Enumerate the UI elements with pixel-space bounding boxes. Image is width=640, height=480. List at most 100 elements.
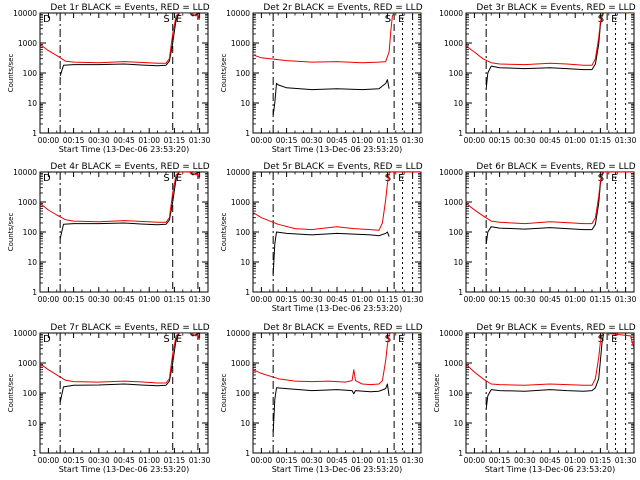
y-tick-label: 10000 <box>226 329 250 338</box>
x-axis-label: Start Time (13-Dec-06 23:53:20) <box>272 145 403 154</box>
chart-title: Det 1r BLACK = Events, RED = LLD <box>50 3 209 13</box>
y-tick-label: 1 <box>245 288 250 297</box>
y-tick-label: 1 <box>458 129 463 138</box>
chart-title: Det 6r BLACK = Events, RED = LLD <box>476 162 635 172</box>
x-tick-label: 01:00 <box>138 136 160 145</box>
plot-frame <box>252 12 422 134</box>
plot-frame <box>465 332 635 454</box>
y-tick-label: 10 <box>240 419 250 428</box>
y-tick-label: 1000 <box>18 359 37 368</box>
x-tick-label: 01:00 <box>351 295 373 304</box>
y-tick-label: 10 <box>240 258 250 267</box>
x-tick-label: 01:30 <box>402 295 424 304</box>
y-tick-label: 10000 <box>439 9 463 18</box>
y-axis-label: Counts/sec <box>220 374 228 413</box>
plot-frame <box>39 332 209 454</box>
y-tick-label: 1 <box>458 288 463 297</box>
x-tick-label: 01:15 <box>590 456 612 465</box>
y-tick-label: 1000 <box>231 359 250 368</box>
x-tick-label: 01:15 <box>590 295 612 304</box>
flag-label: S <box>163 173 169 184</box>
x-tick-label: 00:00 <box>251 136 273 145</box>
x-tick-label: 01:30 <box>615 456 637 465</box>
x-tick-label: 01:30 <box>189 295 211 304</box>
y-tick-label: 1 <box>245 449 250 458</box>
y-tick-label: 1000 <box>444 359 463 368</box>
plot-frame <box>39 171 209 293</box>
x-tick-label: 00:30 <box>301 295 323 304</box>
series-lld-line <box>466 333 634 386</box>
x-tick-label: 01:00 <box>138 456 160 465</box>
series-lld-line <box>253 333 421 386</box>
y-tick-label: 100 <box>449 228 464 237</box>
y-tick-label: 1 <box>32 288 37 297</box>
y-axis-label: Counts/sec <box>7 54 15 93</box>
x-tick-label: 01:15 <box>164 456 186 465</box>
x-tick-label: 01:15 <box>377 136 399 145</box>
panel-4: Det 4r BLACK = Events, RED = LLD 1 10 100 10… <box>7 162 211 304</box>
x-tick-label: 01:15 <box>377 295 399 304</box>
x-tick-label: 00:00 <box>464 295 486 304</box>
flag-label: D <box>43 334 51 345</box>
x-tick-label: 01:15 <box>164 295 186 304</box>
y-tick-label: 1000 <box>444 39 463 48</box>
y-tick-label: 1000 <box>231 198 250 207</box>
x-axis-label: Start Time (13-Dec-06 23:53:20) <box>485 465 616 474</box>
flag-label: E <box>611 173 617 184</box>
y-tick-label: 10 <box>27 419 37 428</box>
panel-7: Det 7r BLACK = Events, RED = LLD 1 10 100 10… <box>7 323 211 474</box>
x-tick-label: 00:15 <box>276 295 298 304</box>
y-tick-label: 100 <box>449 69 464 78</box>
x-tick-label: 01:15 <box>590 136 612 145</box>
series-lld-line <box>40 13 201 64</box>
panel-9: Det 9r BLACK = Events, RED = LLD 1 10 100 10… <box>433 323 637 474</box>
series-lld-line <box>253 13 421 64</box>
y-tick-label: 10000 <box>13 9 37 18</box>
x-tick-label: 00:00 <box>464 136 486 145</box>
x-tick-label: 00:15 <box>63 136 85 145</box>
x-tick-label: 01:00 <box>351 136 373 145</box>
x-tick-label: 01:30 <box>615 136 637 145</box>
x-tick-label: 00:15 <box>63 456 85 465</box>
series-events-line <box>272 383 390 433</box>
x-tick-label: 00:00 <box>464 456 486 465</box>
plot-frame <box>465 12 635 134</box>
series-lld-line <box>40 172 201 223</box>
x-tick-label: 00:00 <box>38 136 60 145</box>
y-tick-label: 10 <box>453 99 463 108</box>
x-tick-label: 00:15 <box>276 456 298 465</box>
y-axis-label: Counts/sec <box>220 213 228 252</box>
panel-5: Det 5r BLACK = Events, RED = LLD 1 10 100 10… <box>220 162 424 313</box>
x-tick-label: 00:30 <box>514 456 536 465</box>
x-tick-label: 01:30 <box>189 136 211 145</box>
y-tick-label: 10000 <box>439 329 463 338</box>
y-tick-label: 100 <box>236 228 251 237</box>
flag-label: D <box>43 14 51 25</box>
y-axis-label: Counts/sec <box>7 374 15 413</box>
x-axis-label: Start Time (13-Dec-06 23:53:20) <box>272 304 403 313</box>
y-tick-label: 10 <box>453 258 463 267</box>
chart-title: Det 9r BLACK = Events, RED = LLD <box>476 323 635 333</box>
flag-label: S <box>163 334 169 345</box>
x-tick-label: 00:30 <box>88 456 110 465</box>
y-tick-label: 10 <box>453 419 463 428</box>
series-events-line <box>272 231 390 274</box>
panel-3: Det 3r BLACK = Events, RED = LLD 1 10 100 10… <box>439 3 636 145</box>
y-tick-label: 10000 <box>13 329 37 338</box>
y-tick-label: 10000 <box>226 9 250 18</box>
flag-label: E <box>176 173 182 184</box>
x-tick-label: 01:30 <box>189 456 211 465</box>
x-tick-label: 00:30 <box>514 295 536 304</box>
x-tick-label: 00:15 <box>489 456 511 465</box>
panel-6: Det 6r BLACK = Events, RED = LLD 1 10 100 10… <box>439 162 636 304</box>
flag-label: S <box>163 14 169 25</box>
y-axis-label: Counts/sec <box>7 213 15 252</box>
flag-label: E <box>398 173 404 184</box>
x-axis-label: Start Time (13-Dec-06 23:53:20) <box>272 465 403 474</box>
y-tick-label: 1 <box>32 129 37 138</box>
flag-label: D <box>43 173 51 184</box>
y-tick-label: 10000 <box>439 168 463 177</box>
y-tick-label: 1000 <box>231 39 250 48</box>
x-tick-label: 00:45 <box>539 295 561 304</box>
series-lld-line <box>466 13 634 66</box>
